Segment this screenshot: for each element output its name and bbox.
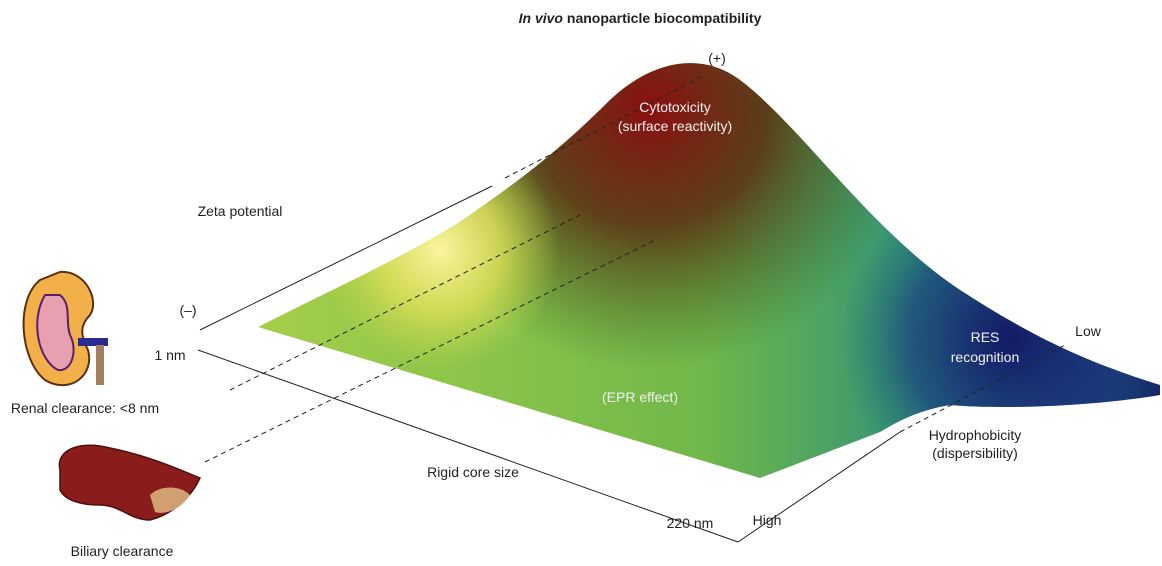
label: High: [753, 512, 782, 528]
label: RES: [971, 329, 1000, 345]
label: 220 nm: [667, 515, 714, 531]
label: (surface reactivity): [618, 118, 732, 134]
label: (dispersibility): [932, 445, 1018, 461]
label: Hydrophobicity: [929, 427, 1022, 443]
label: recognition: [951, 349, 1020, 365]
label: (EPR effect): [602, 389, 678, 405]
title-italic: In vivo: [519, 10, 564, 26]
label: Low: [1075, 323, 1102, 339]
label: Cytotoxicity: [639, 99, 711, 115]
label: 1 nm: [154, 347, 185, 363]
diagram: In vivo nanoparticle biocompatibility (+…: [0, 0, 1162, 561]
title: In vivo nanoparticle biocompatibility: [519, 10, 762, 26]
label: Rigid core size: [427, 464, 519, 480]
label: (–): [179, 302, 196, 318]
label: (+): [708, 50, 726, 66]
kidney-icon: [24, 272, 108, 385]
label: Biliary clearance: [71, 543, 174, 559]
title-rest: nanoparticle biocompatibility: [563, 10, 762, 26]
label: Renal clearance: <8 nm: [11, 400, 159, 416]
liver-icon: [59, 445, 200, 520]
label: Zeta potential: [198, 203, 283, 219]
